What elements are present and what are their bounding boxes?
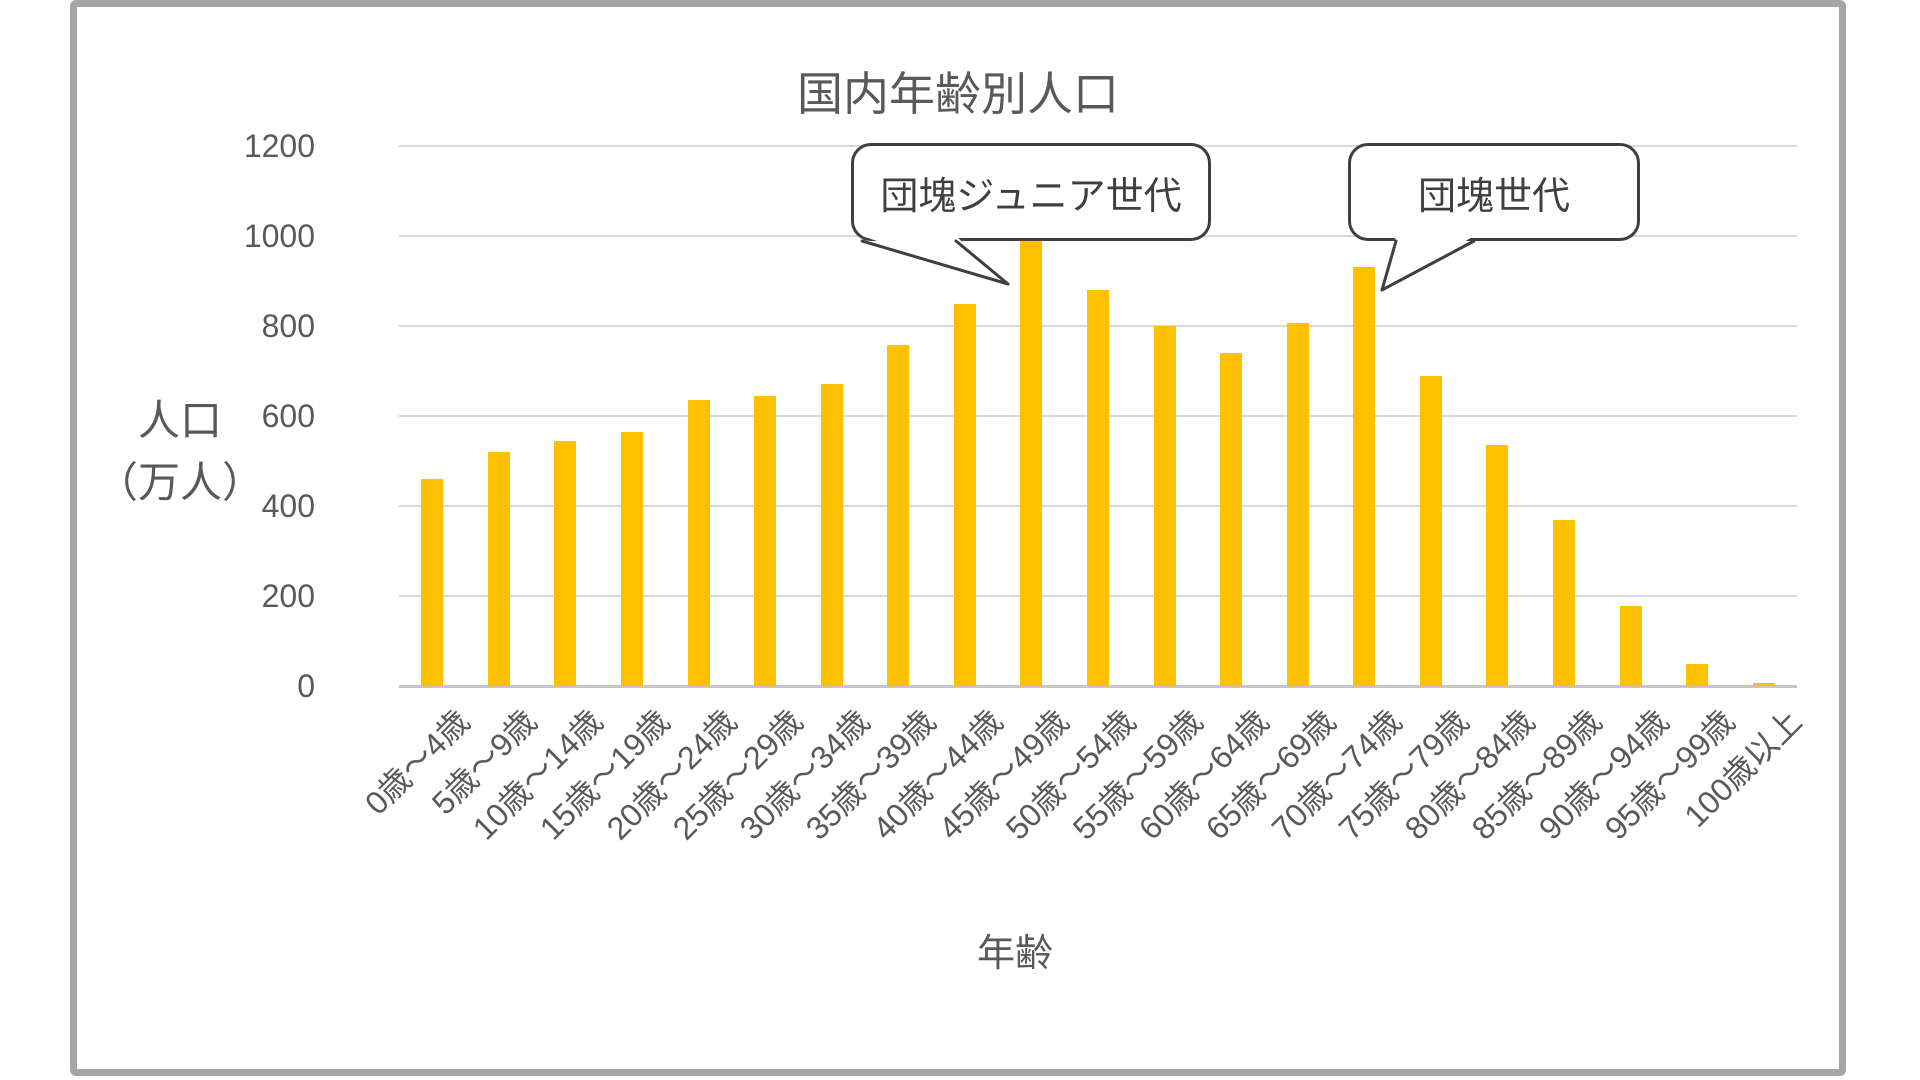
bar [620, 431, 643, 686]
y-tick-label: 1000 [243, 217, 315, 254]
bar [887, 345, 910, 686]
bar [1486, 445, 1509, 686]
gridline [399, 685, 1797, 688]
bar [1419, 376, 1442, 686]
annotation-label: 団塊ジュニア世代 [880, 175, 1182, 218]
bar [953, 304, 976, 686]
y-tick-label: 0 [297, 668, 315, 704]
bar [754, 395, 777, 686]
x-axis-title: 年齢 [976, 933, 1053, 975]
annotation-callout-dankai-junior: 団塊ジュニア世代 [851, 143, 1211, 241]
chart-title: 国内年齢別人口 [797, 68, 1119, 120]
bar [1286, 322, 1309, 686]
bar [1153, 326, 1176, 686]
bar [1553, 519, 1575, 686]
y-tick-label: 600 [261, 398, 315, 434]
y-axis-title: 人口 （万人） [80, 390, 280, 514]
annotation-callout-dankai: 団塊世代 [1348, 143, 1640, 241]
bar [1619, 605, 1642, 686]
y-axis-title-line1: 人口 [137, 397, 222, 444]
bar [1020, 241, 1043, 686]
bar [820, 383, 843, 686]
y-axis-ticks: 0 200 400 600 800 1000 1200 [180, 128, 315, 704]
bar [687, 400, 710, 686]
bar [1220, 353, 1243, 686]
bar [421, 479, 444, 686]
bar [1686, 663, 1709, 686]
y-tick-label: 400 [261, 487, 315, 524]
bar [1353, 266, 1376, 686]
y-tick-label: 1200 [243, 128, 315, 164]
annotation-label: 団塊世代 [1417, 175, 1570, 218]
bar [1087, 290, 1109, 686]
y-tick-label: 800 [261, 307, 315, 344]
bar [554, 440, 577, 686]
y-axis-title-line2: （万人） [95, 459, 264, 506]
bar [487, 452, 510, 686]
bar [1752, 682, 1775, 686]
y-tick-label: 200 [261, 578, 315, 614]
